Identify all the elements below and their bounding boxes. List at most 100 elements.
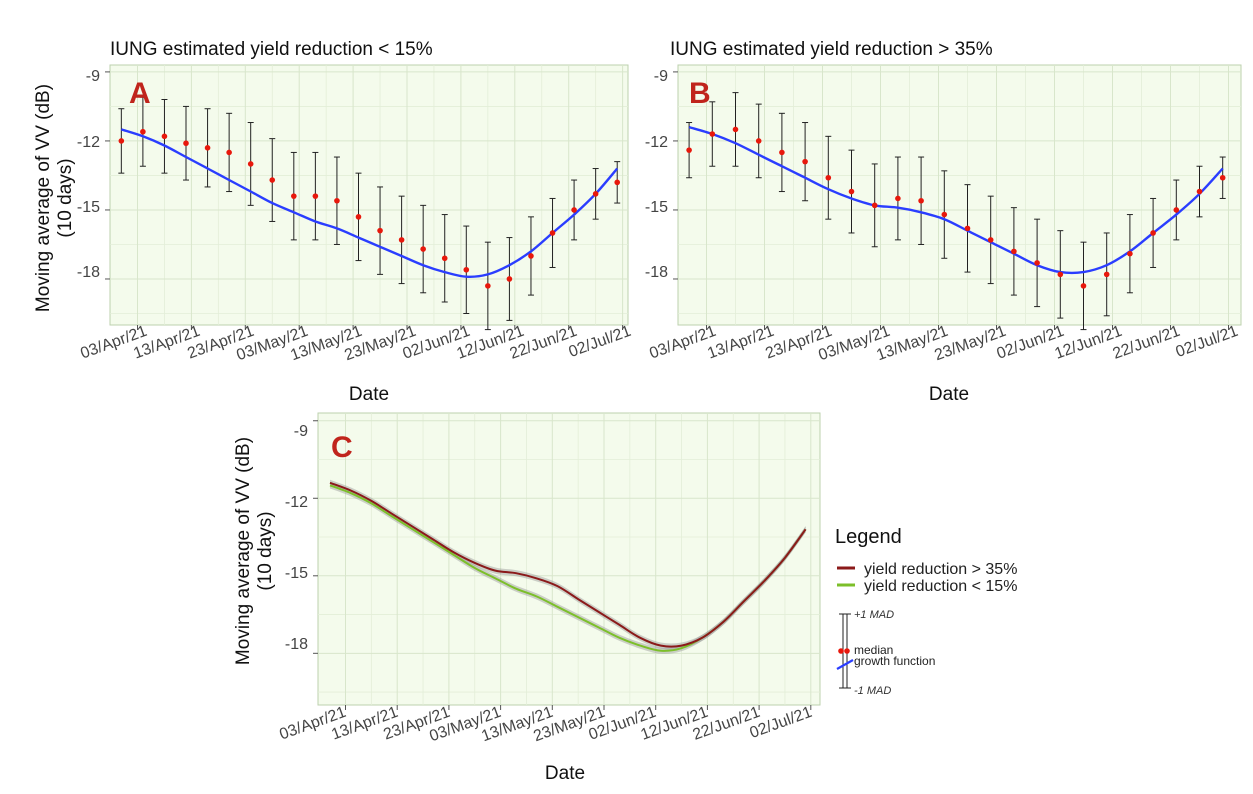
panel-a-plot-background (109, 64, 629, 326)
panel-b-y-tick-label: -18 (645, 264, 668, 281)
median-point (161, 133, 168, 140)
panel-c-y-tick-labels: -9 -12 -15 -18 (285, 423, 308, 653)
panel-c-plot-background (317, 412, 821, 706)
panel-a-x-tick-labels: 03/Apr/21 13/Apr/21 23/Apr/21 03/May/21 … (78, 323, 633, 365)
median-point (140, 128, 146, 135)
legend-key-growth-label: growth function (854, 654, 935, 668)
legend-label-yield-lt-15: yield reduction < 15% (864, 578, 1017, 595)
legend-key-median-label: median (854, 643, 893, 657)
panel-b-x-tick-label: 13/Apr/21 (705, 323, 776, 363)
panel-b-y-tick-label: -15 (645, 199, 668, 216)
panel-c-letter: C (331, 431, 353, 464)
median-point (291, 193, 297, 199)
legend-key-median-dot (844, 648, 850, 654)
panel-c-x-axis-label: Date (545, 763, 585, 784)
median-point (825, 174, 832, 181)
panel-a-letter: A (129, 77, 151, 110)
panel-a-x-axis-label: Date (349, 384, 389, 405)
legend-key-median-dot (838, 648, 844, 654)
legend-key-bottom-label: -1 MAD (854, 685, 891, 697)
panel-b-title: IUNG estimated yield reduction > 35% (670, 39, 993, 60)
panel-c-marks (329, 479, 807, 654)
median-point (1057, 271, 1064, 278)
median-point (848, 188, 855, 195)
median-point (377, 227, 383, 234)
median-point (732, 126, 739, 133)
median-point (420, 246, 426, 252)
median-point (592, 191, 599, 197)
median-point (1219, 174, 1226, 181)
median-point (755, 138, 762, 144)
median-point (1011, 248, 1017, 255)
panel-a-y-axis-label-line1: Moving average of VV (dB) (33, 84, 54, 312)
median-point (463, 266, 470, 273)
median-point (964, 225, 971, 232)
panel-c-y-axis-label-line1: Moving average of VV (dB) (233, 437, 254, 665)
series-line-yield-gt-35 (329, 481, 807, 648)
growth-function-line (688, 125, 1224, 275)
median-point (1173, 207, 1180, 213)
panel-c-x-tick-labels: 03/Apr/21 13/Apr/21 23/Apr/21 03/May/21 … (277, 704, 814, 746)
median-point (895, 195, 901, 202)
panel-a-gridlines (105, 65, 628, 330)
median-point (485, 283, 491, 289)
median-point (686, 147, 692, 153)
panel-b-x-axis-label: Date (929, 384, 969, 405)
legend-title: Legend (835, 526, 902, 548)
panel-a-y-tick-label: -9 (86, 68, 100, 85)
panel-b-x-tick-labels: 03/Apr/21 13/Apr/21 23/Apr/21 03/May/21 … (647, 323, 1240, 365)
panel-c-y-axis-label-line2: (10 days) (255, 511, 276, 590)
median-point (247, 161, 254, 167)
median-point (614, 179, 621, 186)
median-point (871, 202, 878, 209)
median-point (549, 230, 556, 236)
median-point (118, 138, 125, 144)
legend-label-yield-gt-35: yield reduction > 35% (864, 561, 1017, 578)
median-point (918, 197, 924, 204)
panel-b-y-tick-label: -12 (645, 134, 668, 151)
panel-a-marks (118, 96, 621, 331)
panel-c-gridlines (313, 413, 820, 710)
legend-key-growth-line (836, 659, 854, 670)
median-point (802, 158, 808, 165)
panel-b-marks (686, 92, 1226, 331)
panel-a-y-axis-label: Moving average of VV (dB) (10 days) (33, 84, 76, 312)
median-point (941, 211, 948, 218)
median-point (528, 253, 534, 259)
panel-c-y-tick-label: -12 (285, 494, 308, 511)
panel-b-x-tick-label: 03/Apr/21 (647, 323, 718, 363)
median-point (312, 193, 319, 199)
median-point (779, 149, 785, 156)
panel-c-y-tick-label: -15 (285, 565, 308, 582)
panel-c-y-tick-label: -18 (285, 636, 308, 653)
legend: Legend yield reduction > 35% yield reduc… (835, 526, 1017, 697)
panel-a-y-tick-label: -12 (77, 134, 100, 151)
median-point (398, 237, 405, 243)
median-point (334, 197, 340, 204)
panel-a: IUNG estimated yield reduction < 15% -9 … (33, 39, 633, 405)
median-point (204, 145, 211, 151)
median-point (571, 207, 577, 213)
median-point (355, 214, 362, 220)
panel-a-y-tick-label: -18 (77, 264, 100, 281)
panel-c: -9 -12 -15 -18 03/Apr/21 13/Apr/21 23/Ap… (233, 412, 821, 784)
panel-b-letter: B (689, 77, 711, 110)
median-point (506, 276, 513, 282)
median-point (441, 255, 448, 262)
panel-a-x-tick-label: 02/Jul/21 (567, 323, 634, 361)
panel-b-x-tick-label: 22/Jun/21 (1111, 323, 1183, 363)
median-point (226, 149, 232, 156)
panel-c-y-axis-label: Moving average of VV (dB) (10 days) (233, 437, 276, 665)
panel-a-y-tick-labels: -9 -12 -15 -18 (77, 68, 100, 281)
panel-b: IUNG estimated yield reduction > 35% -9 … (645, 39, 1242, 405)
median-point (1080, 283, 1087, 289)
median-point (183, 140, 189, 147)
median-point (1103, 271, 1110, 278)
panel-a-y-tick-label: -15 (77, 199, 100, 216)
median-point (1196, 188, 1203, 195)
legend-key-top-label: +1 MAD (854, 609, 894, 621)
median-point (269, 177, 276, 183)
panel-b-y-tick-labels: -9 -12 -15 -18 (645, 68, 668, 281)
panel-b-x-tick-label: 02/Jul/21 (1174, 323, 1241, 361)
